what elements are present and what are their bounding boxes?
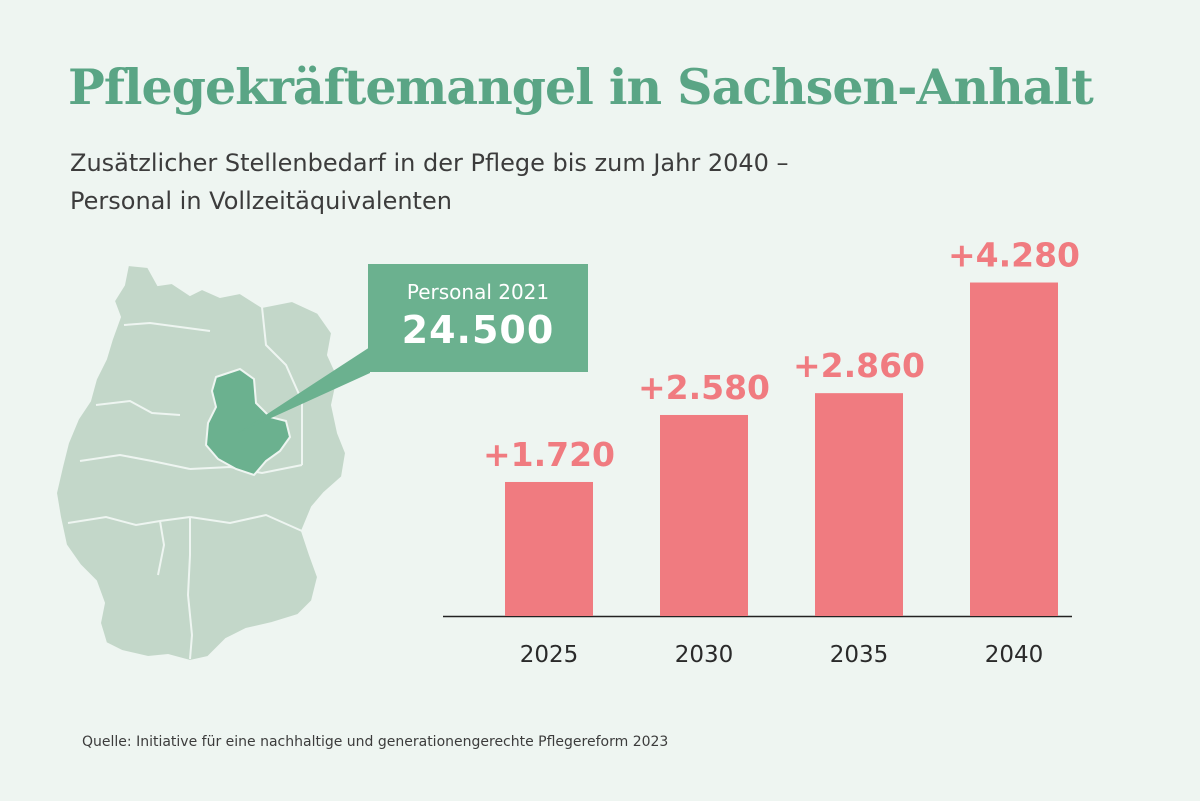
germany-outline [54, 263, 348, 663]
staff-2021-callout: Personal 2021 24.500 [368, 264, 588, 372]
data-label-2025: +1.720 [483, 435, 615, 474]
sachsen-anhalt-region [204, 367, 292, 477]
subtitle-line-1: Zusätzlicher Stellenbedarf in der Pflege… [70, 149, 789, 177]
callout-value: 24.500 [401, 308, 555, 352]
callout-label: Personal 2021 [406, 280, 550, 304]
chart-title: Pflegekräftemangel in Sachsen-Anhalt [68, 58, 1094, 116]
chart-subtitle: Zusätzlicher Stellenbedarf in der Pflege… [70, 144, 890, 220]
bar-2035 [815, 393, 903, 616]
x-tick-label-2030: 2030 [675, 642, 734, 668]
x-tick-label-2025: 2025 [520, 642, 579, 668]
data-label-2030: +2.580 [638, 368, 770, 407]
x-tick-label-2035: 2035 [830, 642, 889, 668]
data-label-2040: +4.280 [948, 236, 1080, 275]
source-note: Quelle: Initiative für eine nachhaltige … [82, 734, 669, 750]
bar-2040 [970, 282, 1058, 616]
bar-2030 [660, 414, 748, 616]
subtitle-line-2: Personal in Vollzeitäquivalenten [70, 187, 452, 215]
bar-2025 [505, 481, 593, 616]
x-tick-label-2040: 2040 [985, 642, 1044, 668]
state-borders [67, 306, 303, 660]
data-label-2035: +2.860 [793, 346, 925, 385]
callout-pointer [238, 347, 370, 433]
germany-map [54, 263, 370, 663]
